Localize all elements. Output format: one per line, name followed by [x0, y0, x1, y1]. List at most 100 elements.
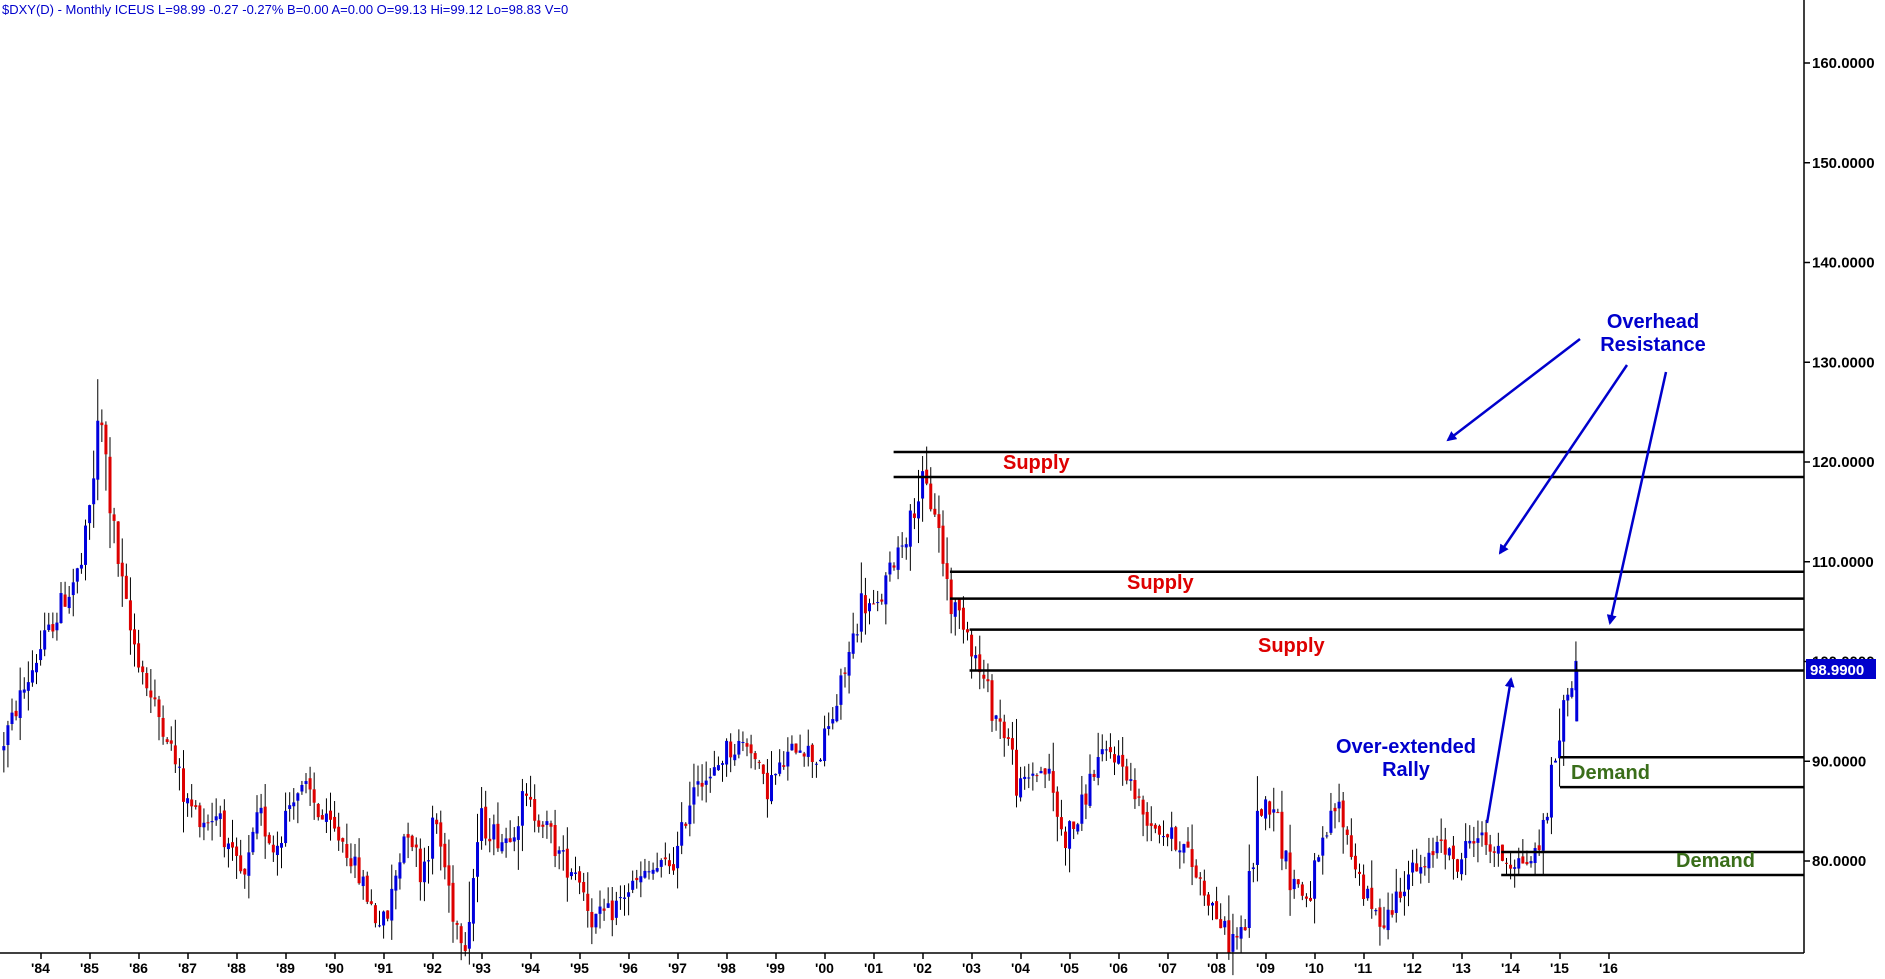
- candle-body-up: [35, 662, 39, 673]
- candle-body-up: [1023, 776, 1027, 780]
- candle-body-up: [569, 872, 573, 877]
- candle-body-up: [643, 870, 647, 878]
- x-tick-label: '97: [668, 960, 687, 976]
- x-tick-label: '90: [325, 960, 344, 976]
- candle-body-up: [737, 740, 741, 755]
- supply-demand-zones: [893, 450, 1804, 877]
- x-tick-label: '15: [1550, 960, 1569, 976]
- candle-body-down: [418, 848, 422, 883]
- candle-body-up: [1549, 764, 1553, 818]
- candle-body-down: [157, 699, 161, 718]
- candle-body-up: [516, 826, 520, 840]
- candle-body-up: [1027, 777, 1031, 779]
- candle-body-down: [1423, 866, 1427, 868]
- candle-body-down: [1002, 721, 1006, 739]
- candle-body-down: [590, 911, 594, 928]
- candle-body-down: [231, 842, 235, 848]
- candle-body-up: [953, 602, 957, 617]
- candle-body-up: [786, 751, 790, 767]
- candle-body-up: [1562, 700, 1566, 742]
- candle-body-up: [839, 675, 843, 705]
- candle-body-down: [684, 823, 688, 826]
- candle-body-down: [533, 799, 537, 821]
- candle-body-up: [1117, 755, 1121, 764]
- candle-body-up: [598, 906, 602, 914]
- candle-body-down: [1505, 862, 1509, 864]
- candle-body-down: [1488, 844, 1492, 852]
- x-tick-label: '89: [276, 960, 295, 976]
- candle-body-down: [1072, 821, 1076, 830]
- candle-body-down: [1345, 829, 1349, 835]
- candle-body-up: [1419, 867, 1423, 874]
- candle-body-up: [84, 525, 88, 565]
- candle-body-down: [1309, 897, 1313, 901]
- candle-body-last: [1575, 671, 1579, 722]
- candle-body-down: [1227, 920, 1231, 954]
- x-tick-label: '10: [1305, 960, 1324, 976]
- candle-body-up: [696, 781, 700, 785]
- x-tick-label: '88: [227, 960, 246, 976]
- candle-body-up: [1460, 859, 1464, 875]
- candle-body-down: [1353, 855, 1357, 870]
- candle-body-down: [329, 810, 333, 820]
- candle-body-down: [1431, 851, 1435, 856]
- candle-body-down: [529, 796, 533, 800]
- candle-body-down: [1125, 766, 1129, 781]
- candle-body-up: [1178, 850, 1182, 853]
- candle-body-down: [173, 745, 177, 765]
- candle-body-up: [1272, 809, 1276, 813]
- candle-body-up: [292, 802, 296, 807]
- candle-body-up: [904, 544, 908, 548]
- candle-body-down: [1166, 834, 1170, 838]
- candle-body-up: [631, 880, 635, 890]
- x-tick-label: '09: [1256, 960, 1275, 976]
- supply-label-1: Supply: [1003, 452, 1071, 474]
- candle-body-up: [618, 897, 622, 899]
- candle-body-down: [1288, 852, 1292, 891]
- candle-body-up: [1292, 878, 1296, 890]
- candle-body-up: [402, 836, 406, 863]
- x-tick-label: '95: [570, 960, 589, 976]
- chart-header: $DXY(D) - Monthly ICEUS L=98.99 -0.27 -0…: [2, 2, 568, 17]
- candle-body-up: [39, 649, 43, 661]
- candle-body-down: [447, 865, 451, 886]
- candle-body-down: [308, 778, 312, 790]
- candle-body-up: [67, 596, 71, 609]
- candle-body-up: [1325, 835, 1329, 837]
- candle-body-down: [565, 848, 569, 878]
- candle-body-down: [672, 864, 676, 871]
- candle-body-up: [1480, 832, 1484, 836]
- candle-body-up: [214, 816, 218, 821]
- candle-body-up: [1076, 824, 1080, 832]
- candle-body-up: [1566, 694, 1570, 701]
- candle-body-up: [6, 725, 10, 746]
- candle-body-up: [831, 719, 835, 724]
- x-tick-label: '03: [962, 960, 981, 976]
- candle-body-up: [96, 420, 100, 480]
- candle-body-up: [398, 862, 402, 879]
- candle-body-down: [982, 674, 986, 679]
- resistance-arrow-1: [1446, 338, 1581, 442]
- candle-body-down: [1492, 851, 1496, 853]
- candle-body-up: [71, 582, 75, 596]
- candle-body-up: [676, 845, 680, 869]
- candle-body-up: [500, 842, 504, 852]
- over-extended-line2: Rally: [1382, 759, 1431, 781]
- candle-body-up: [1411, 862, 1415, 873]
- candle-body-up: [1337, 801, 1341, 809]
- candle-body-up: [492, 824, 496, 840]
- candle-body-down: [1243, 927, 1247, 931]
- x-tick-label: '11: [1354, 960, 1372, 976]
- candle-body-up: [1096, 757, 1100, 778]
- candle-body-up: [288, 805, 292, 809]
- candle-body-up: [1247, 871, 1251, 928]
- candle-body-down: [243, 868, 247, 875]
- candle-body-up: [868, 603, 872, 612]
- candle-body-up: [353, 856, 357, 866]
- candle-body-up: [1239, 927, 1243, 939]
- last-price-tag: [1806, 659, 1876, 679]
- candle-body-down: [484, 806, 488, 839]
- x-tick-label: '07: [1158, 960, 1177, 976]
- candle-body-up: [770, 775, 774, 802]
